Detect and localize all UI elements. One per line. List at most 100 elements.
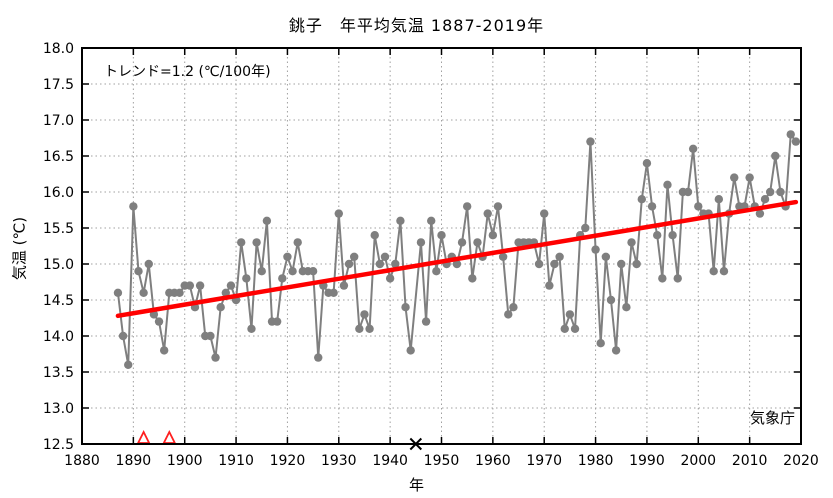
data-point bbox=[565, 310, 575, 319]
data-point bbox=[683, 187, 693, 197]
data-point bbox=[344, 259, 354, 269]
data-point bbox=[308, 267, 318, 276]
y-tick-label: 15.0 bbox=[43, 257, 74, 273]
x-tick-label: 1910 bbox=[218, 453, 254, 469]
data-point bbox=[760, 195, 770, 204]
y-tick-label: 17.5 bbox=[43, 77, 74, 93]
x-tick-label: 1940 bbox=[372, 453, 408, 469]
data-point bbox=[216, 303, 225, 312]
data-point bbox=[396, 216, 405, 225]
data-point bbox=[755, 209, 765, 218]
x-tick-label: 1970 bbox=[526, 453, 562, 469]
data-point bbox=[283, 252, 292, 261]
data-point bbox=[206, 331, 215, 341]
data-point bbox=[586, 137, 595, 146]
chart-title: 銚子 年平均気温 1887-2019年 bbox=[288, 16, 545, 35]
data-point bbox=[493, 202, 503, 211]
data-point bbox=[688, 144, 698, 153]
data-point bbox=[560, 324, 569, 333]
data-point bbox=[242, 274, 251, 283]
x-tick-label: 1890 bbox=[116, 453, 152, 469]
data-point bbox=[257, 267, 266, 276]
data-point bbox=[653, 231, 662, 240]
data-point bbox=[334, 209, 343, 218]
data-point bbox=[385, 274, 395, 283]
y-tick-label: 16.0 bbox=[43, 185, 74, 201]
y-tick-label: 14.5 bbox=[43, 293, 74, 309]
data-point bbox=[462, 202, 472, 211]
data-point bbox=[293, 238, 302, 247]
data-point bbox=[129, 202, 138, 211]
data-point bbox=[329, 288, 338, 297]
data-point bbox=[288, 267, 297, 276]
y-axis-title: 気温 (℃) bbox=[10, 216, 29, 281]
data-point bbox=[437, 231, 446, 240]
data-point bbox=[457, 238, 467, 247]
data-point bbox=[498, 252, 508, 261]
y-tick-label: 15.5 bbox=[43, 221, 74, 237]
y-tick-label: 13.5 bbox=[43, 365, 74, 381]
data-point bbox=[134, 267, 143, 276]
data-point bbox=[642, 159, 652, 168]
data-point bbox=[647, 202, 657, 211]
data-point bbox=[765, 187, 775, 197]
data-point bbox=[247, 324, 256, 333]
x-tick-label: 2020 bbox=[783, 453, 819, 469]
data-point bbox=[139, 288, 148, 297]
data-point bbox=[627, 238, 636, 247]
data-point bbox=[771, 151, 780, 161]
data-point bbox=[380, 252, 390, 261]
data-point bbox=[606, 295, 616, 305]
data-point bbox=[113, 288, 123, 297]
data-point bbox=[617, 259, 626, 269]
data-point bbox=[314, 353, 323, 362]
data-point bbox=[622, 303, 631, 312]
trend-line bbox=[115, 199, 799, 319]
data-point bbox=[709, 267, 718, 276]
data-point bbox=[570, 324, 580, 333]
data-point bbox=[154, 317, 164, 326]
data-point bbox=[349, 252, 359, 261]
data-point bbox=[504, 310, 513, 319]
x-tick-label: 1980 bbox=[578, 453, 614, 469]
relocation-triangle-icon bbox=[162, 429, 177, 444]
data-point bbox=[550, 259, 559, 269]
data-point bbox=[555, 252, 564, 261]
data-point bbox=[730, 173, 739, 182]
data-point bbox=[509, 303, 518, 312]
series-line bbox=[116, 133, 797, 366]
data-point bbox=[473, 238, 482, 247]
plot-frame bbox=[81, 47, 802, 445]
data-point bbox=[370, 231, 379, 240]
data-point bbox=[601, 252, 611, 261]
data-point bbox=[159, 346, 169, 355]
data-point bbox=[406, 346, 415, 355]
data-point bbox=[668, 231, 677, 240]
data-point bbox=[237, 238, 246, 247]
data-point bbox=[673, 274, 682, 283]
x-tick-label: 1960 bbox=[475, 453, 511, 469]
y-tick-label: 17.0 bbox=[43, 113, 74, 129]
x-tick-label: 2000 bbox=[680, 453, 716, 469]
data-point bbox=[694, 202, 703, 211]
source-label: 気象庁 bbox=[749, 409, 795, 427]
x-tick-label: 1990 bbox=[629, 453, 665, 469]
data-point bbox=[360, 310, 369, 319]
data-point bbox=[488, 231, 498, 240]
data-point bbox=[545, 281, 554, 290]
y-tick-label: 16.5 bbox=[43, 149, 74, 165]
data-point bbox=[581, 223, 590, 233]
data-point bbox=[632, 259, 641, 269]
data-point bbox=[252, 238, 261, 247]
data-point bbox=[432, 267, 441, 276]
data-point bbox=[195, 281, 205, 290]
y-tick-label: 14.0 bbox=[43, 329, 74, 345]
data-point bbox=[776, 187, 785, 197]
x-axis-title: 年 bbox=[408, 476, 424, 494]
data-point bbox=[468, 274, 477, 283]
data-point bbox=[483, 209, 492, 218]
data-point bbox=[185, 281, 195, 290]
data-point bbox=[144, 259, 153, 269]
y-tick-label: 13.0 bbox=[43, 401, 74, 417]
